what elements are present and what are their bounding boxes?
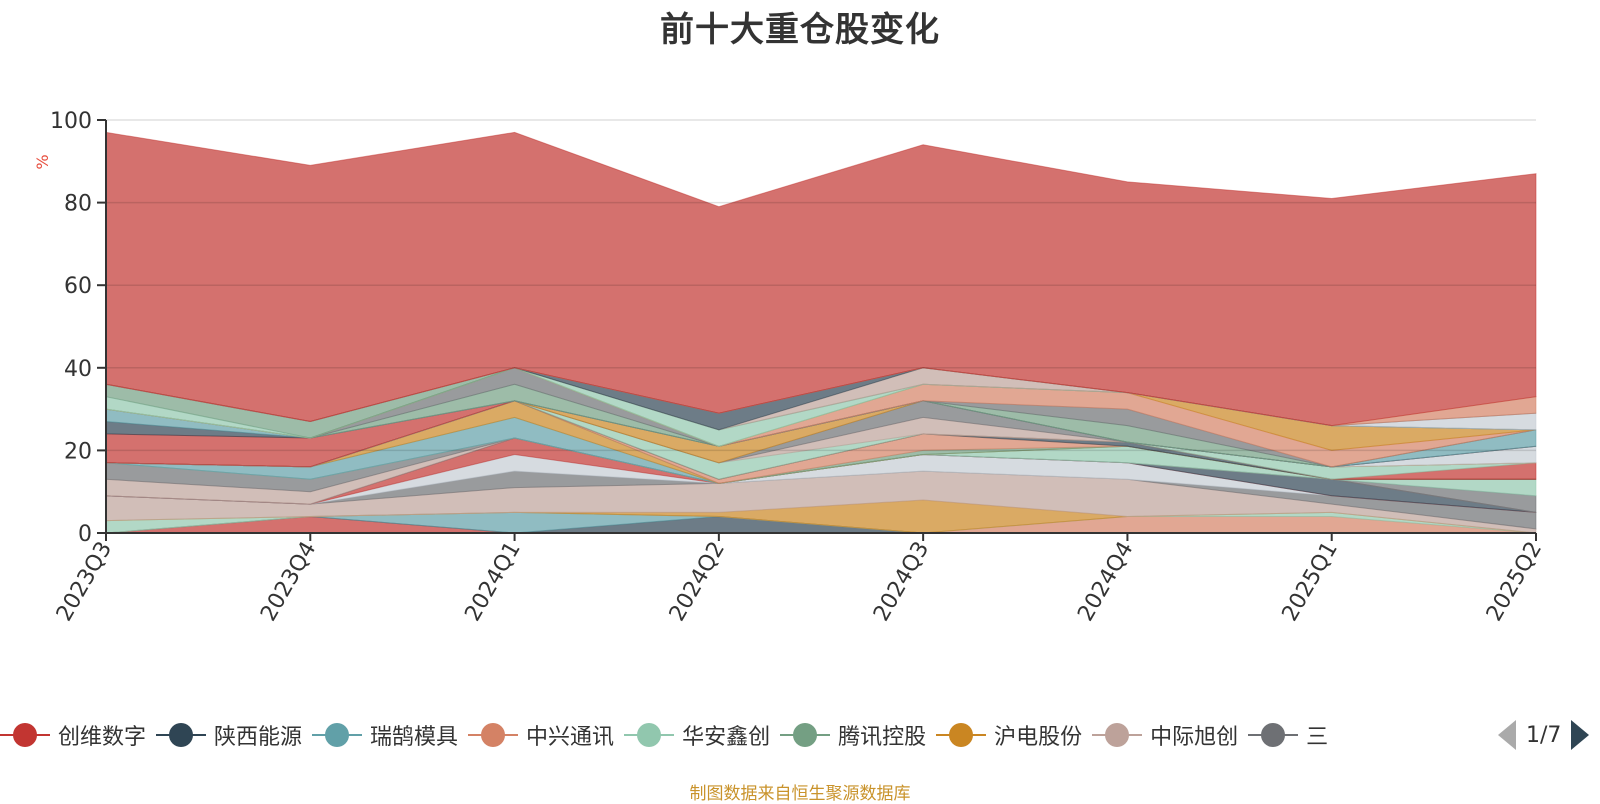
legend-label: 中兴通讯 bbox=[526, 725, 615, 750]
legend-label: 瑞鹄模具 bbox=[370, 725, 459, 750]
legend: 创维数字 陕西能源 瑞鹄模具 中兴通讯 华安鑫创 腾讯控股 沪电股份 中际旭创 三 bbox=[0, 713, 1480, 757]
y-tick-label: 80 bbox=[64, 192, 92, 217]
x-tick-label: 2024Q4 bbox=[1073, 538, 1138, 626]
y-tick-label: 40 bbox=[64, 357, 92, 382]
legend-label: 中际旭创 bbox=[1150, 725, 1239, 750]
legend-page-indicator: 1/7 bbox=[1526, 722, 1562, 748]
gridlines bbox=[106, 119, 1536, 452]
legend-item[interactable]: 瑞鹄模具 bbox=[312, 713, 458, 757]
x-tick-label: 2024Q2 bbox=[665, 538, 730, 626]
legend-marker-icon bbox=[936, 723, 987, 747]
y-tick-label: 60 bbox=[64, 274, 92, 299]
legend-item[interactable]: 创维数字 bbox=[0, 713, 146, 757]
legend-item[interactable]: 腾讯控股 bbox=[780, 713, 926, 757]
legend-label: 创维数字 bbox=[58, 725, 147, 750]
legend-marker-icon bbox=[1092, 723, 1143, 747]
x-tick-label: 2023Q4 bbox=[256, 538, 321, 626]
legend-label: 沪电股份 bbox=[994, 725, 1083, 750]
legend-label: 华安鑫创 bbox=[682, 725, 771, 750]
y-tick-label: 20 bbox=[64, 439, 92, 464]
prev-page-icon[interactable] bbox=[1498, 720, 1516, 750]
x-tick-label: 2024Q3 bbox=[869, 538, 934, 626]
legend-label: 腾讯控股 bbox=[838, 725, 927, 750]
chart-title: 前十大重仓股变化 bbox=[660, 10, 940, 50]
legend-item[interactable]: 中兴通讯 bbox=[468, 713, 614, 757]
y-tick-label: 100 bbox=[50, 109, 92, 134]
legend-item[interactable]: 陕西能源 bbox=[156, 713, 302, 757]
legend-marker-icon bbox=[312, 723, 363, 747]
x-tick-label: 2023Q3 bbox=[52, 538, 117, 626]
y-tick-label: 0 bbox=[78, 522, 92, 547]
x-tick-label: 2024Q1 bbox=[460, 538, 525, 626]
area-layer bbox=[105, 131, 1537, 534]
legend-item[interactable]: 中际旭创 bbox=[1092, 713, 1238, 757]
legend-marker-icon bbox=[1248, 723, 1299, 747]
legend-item[interactable]: 华安鑫创 bbox=[624, 713, 770, 757]
legend-marker-icon bbox=[0, 723, 50, 747]
y-axis-label: % bbox=[33, 154, 52, 169]
legend-pager: 1/7 bbox=[1498, 717, 1590, 753]
source-note: 制图数据来自恒生聚源数据库 bbox=[689, 784, 911, 804]
legend-marker-icon bbox=[780, 723, 831, 747]
area-series-42 bbox=[105, 131, 1537, 427]
legend-item[interactable]: 三 bbox=[1248, 713, 1328, 757]
legend-marker-icon bbox=[468, 723, 519, 747]
x-tick-label: 2025Q1 bbox=[1278, 538, 1343, 626]
next-page-icon[interactable] bbox=[1571, 720, 1590, 750]
legend-label: 陕西能源 bbox=[214, 725, 303, 750]
legend-item[interactable]: 沪电股份 bbox=[936, 713, 1082, 757]
x-tick-label: 2025Q2 bbox=[1482, 538, 1547, 626]
legend-label: 三 bbox=[1306, 725, 1329, 750]
legend-marker-icon bbox=[156, 723, 207, 747]
legend-marker-icon bbox=[624, 723, 675, 747]
